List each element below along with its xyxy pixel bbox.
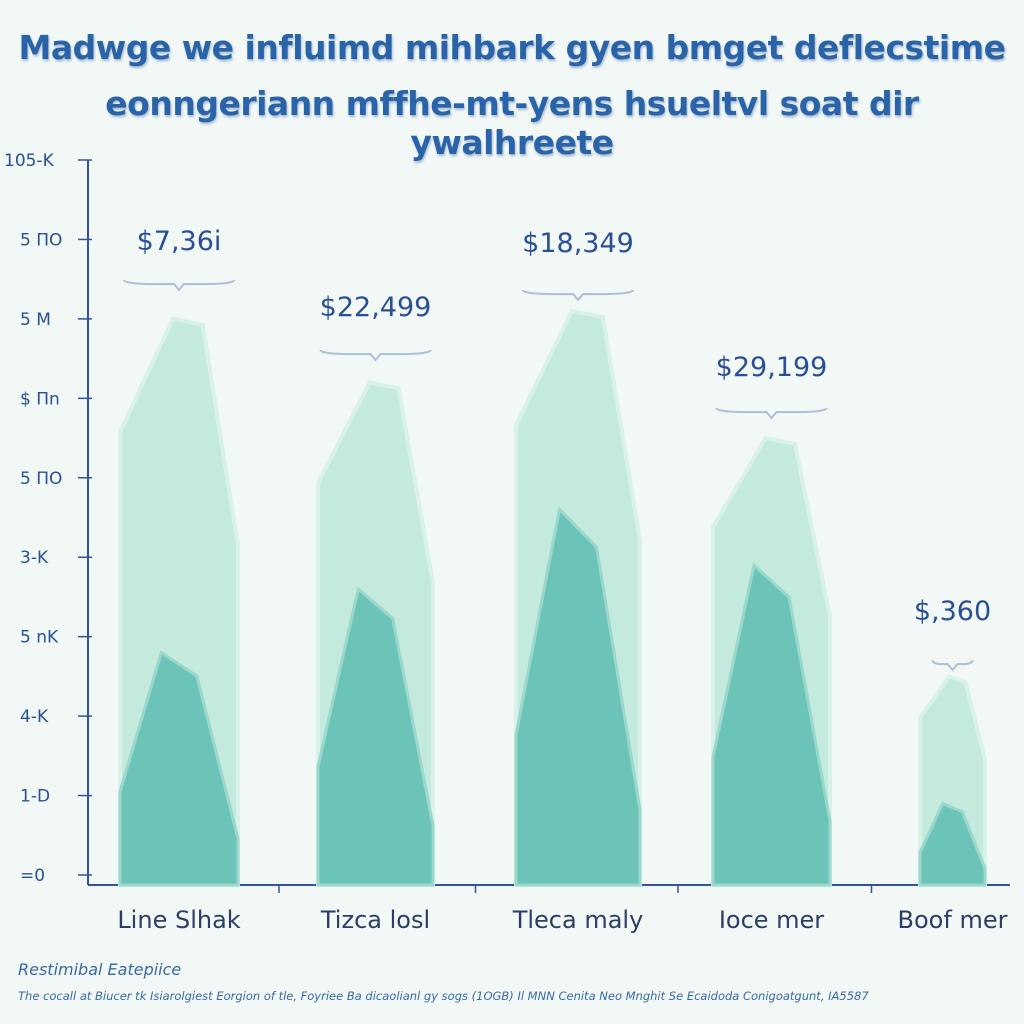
y-tick-label: 4-K: [20, 707, 49, 727]
x-tick-label: Tizca losl: [320, 906, 430, 934]
label-brace: [522, 289, 634, 302]
data-label: $7,36i: [137, 226, 222, 257]
y-tick-label: =0: [20, 866, 45, 886]
footer-heading: Restimibal Eatepiice: [18, 960, 182, 979]
data-label: $29,199: [716, 352, 828, 383]
x-tick-label: Boof mer: [898, 906, 1008, 934]
data-label: $18,349: [522, 228, 634, 259]
bar-inner: [118, 650, 240, 887]
label-brace: [931, 659, 974, 672]
x-tick-label: Ioce mer: [719, 906, 824, 934]
y-tick-label: 5 nK: [20, 628, 59, 648]
x-tick-label: Line Slhak: [117, 906, 240, 934]
footer-note: The cocall at Biucer tk Isiarolgiest Eor…: [18, 989, 869, 1003]
bar-inner: [514, 506, 642, 887]
y-tick-label: 5 ΠO: [20, 469, 62, 489]
y-tick-label: 1-D: [20, 787, 50, 807]
x-tick-label: Tleca maly: [512, 906, 644, 934]
y-tick-label: 3-K: [20, 548, 49, 568]
chart-title-line-1: Madwge we influimd mihbark gyen bmget de…: [18, 28, 1006, 67]
y-tick-label: $ Πn: [20, 389, 60, 409]
y-tick-label: 5 ΠO: [20, 230, 62, 250]
bar-inner: [711, 562, 832, 887]
bar-inner: [316, 586, 435, 887]
chart-title-line-2: eonngeriann mffhe-mt-yens hsueltvl soat …: [105, 84, 919, 162]
y-tick-label: 105-K: [4, 151, 55, 171]
bar-inner: [918, 801, 987, 887]
label-brace: [319, 349, 432, 362]
label-brace: [715, 407, 828, 420]
label-brace: [123, 279, 235, 292]
data-label: $,360: [914, 596, 991, 627]
data-label: $22,499: [320, 292, 432, 323]
y-tick-label: 5 M: [20, 310, 51, 330]
